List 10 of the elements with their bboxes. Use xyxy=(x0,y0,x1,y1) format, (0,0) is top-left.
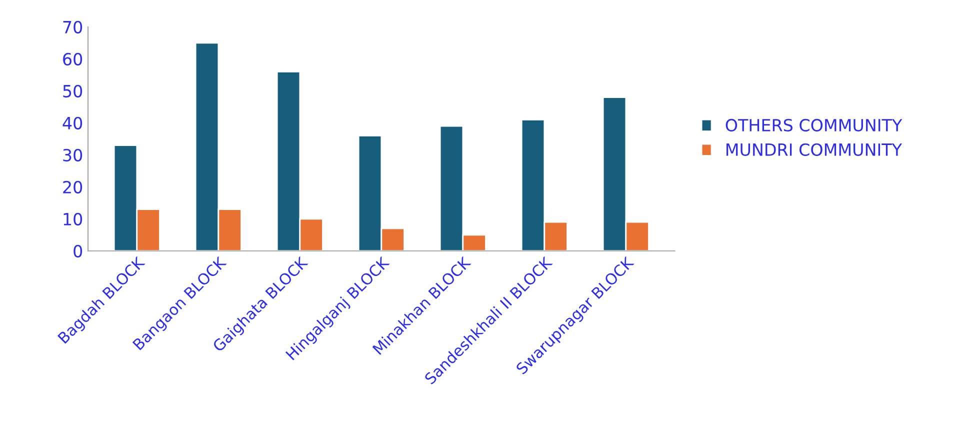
y-tick-label: 60 xyxy=(63,52,82,66)
y-tick-label: 20 xyxy=(63,180,82,194)
y-tick-label: 30 xyxy=(63,148,82,162)
legend-label: MUNDRI COMMUNITY xyxy=(726,143,902,156)
y-tick-label: 40 xyxy=(62,116,82,130)
legend-label: OTHERS COMMUNITY xyxy=(726,118,902,132)
y-tick-label: 70 xyxy=(63,20,82,34)
y-tick-label: 0 xyxy=(74,244,82,258)
y-tick-label: 50 xyxy=(63,84,82,98)
y-tick-label: 10 xyxy=(64,212,82,226)
